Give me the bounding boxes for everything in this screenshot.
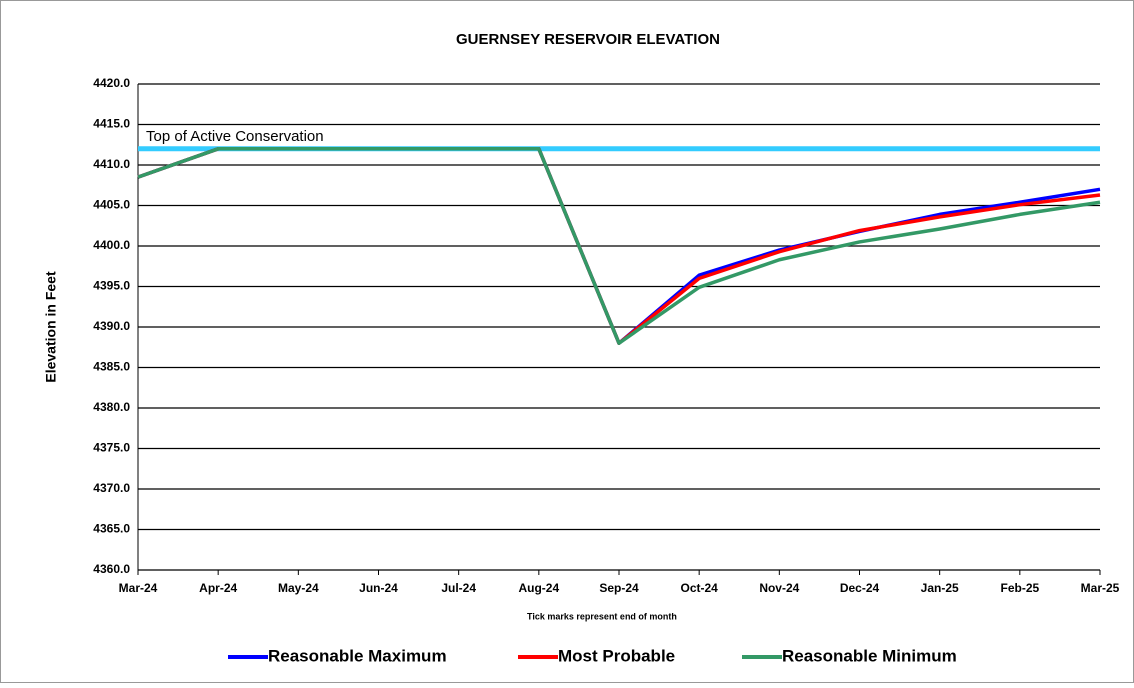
x-tick-label: Oct-24 (680, 581, 718, 595)
x-tick-label: Aug-24 (518, 581, 559, 595)
x-tick-label: Feb-25 (1000, 581, 1039, 595)
x-tick-label: Mar-24 (119, 581, 158, 595)
y-tick-label: 4410.0 (93, 157, 130, 171)
y-tick-label: 4395.0 (93, 279, 130, 293)
y-tick-label: 4420.0 (93, 76, 130, 90)
legend-label: Reasonable Maximum (268, 646, 447, 665)
y-tick-label: 4415.0 (93, 117, 130, 131)
x-tick-label: Sep-24 (599, 581, 639, 595)
y-tick-label: 4365.0 (93, 522, 130, 536)
y-tick-label: 4380.0 (93, 400, 130, 414)
y-axis-label: Elevation in Feet (43, 271, 59, 383)
y-tick-label: 4400.0 (93, 238, 130, 252)
x-tick-label: Jan-25 (921, 581, 959, 595)
chart-title: GUERNSEY RESERVOIR ELEVATION (456, 31, 720, 48)
x-tick-label: Apr-24 (199, 581, 237, 595)
y-tick-label: 4360.0 (93, 562, 130, 576)
y-tick-label: 4370.0 (93, 481, 130, 495)
reference-label: Top of Active Conservation (146, 128, 324, 145)
legend-label: Reasonable Minimum (782, 646, 957, 665)
legend-label: Most Probable (558, 646, 675, 665)
y-tick-label: 4385.0 (93, 360, 130, 374)
y-tick-label: 4405.0 (93, 198, 130, 212)
x-tick-label: Nov-24 (759, 581, 799, 595)
series-line (137, 147, 1101, 345)
y-tick-label: 4375.0 (93, 441, 130, 455)
x-axis-label: Tick marks represent end of month (527, 611, 677, 621)
x-tick-label: Dec-24 (840, 581, 880, 595)
x-tick-label: Jul-24 (441, 581, 476, 595)
x-tick-label: Mar-25 (1081, 581, 1120, 595)
y-tick-label: 4390.0 (93, 319, 130, 333)
x-tick-label: Jun-24 (359, 581, 398, 595)
x-tick-label: May-24 (278, 581, 319, 595)
